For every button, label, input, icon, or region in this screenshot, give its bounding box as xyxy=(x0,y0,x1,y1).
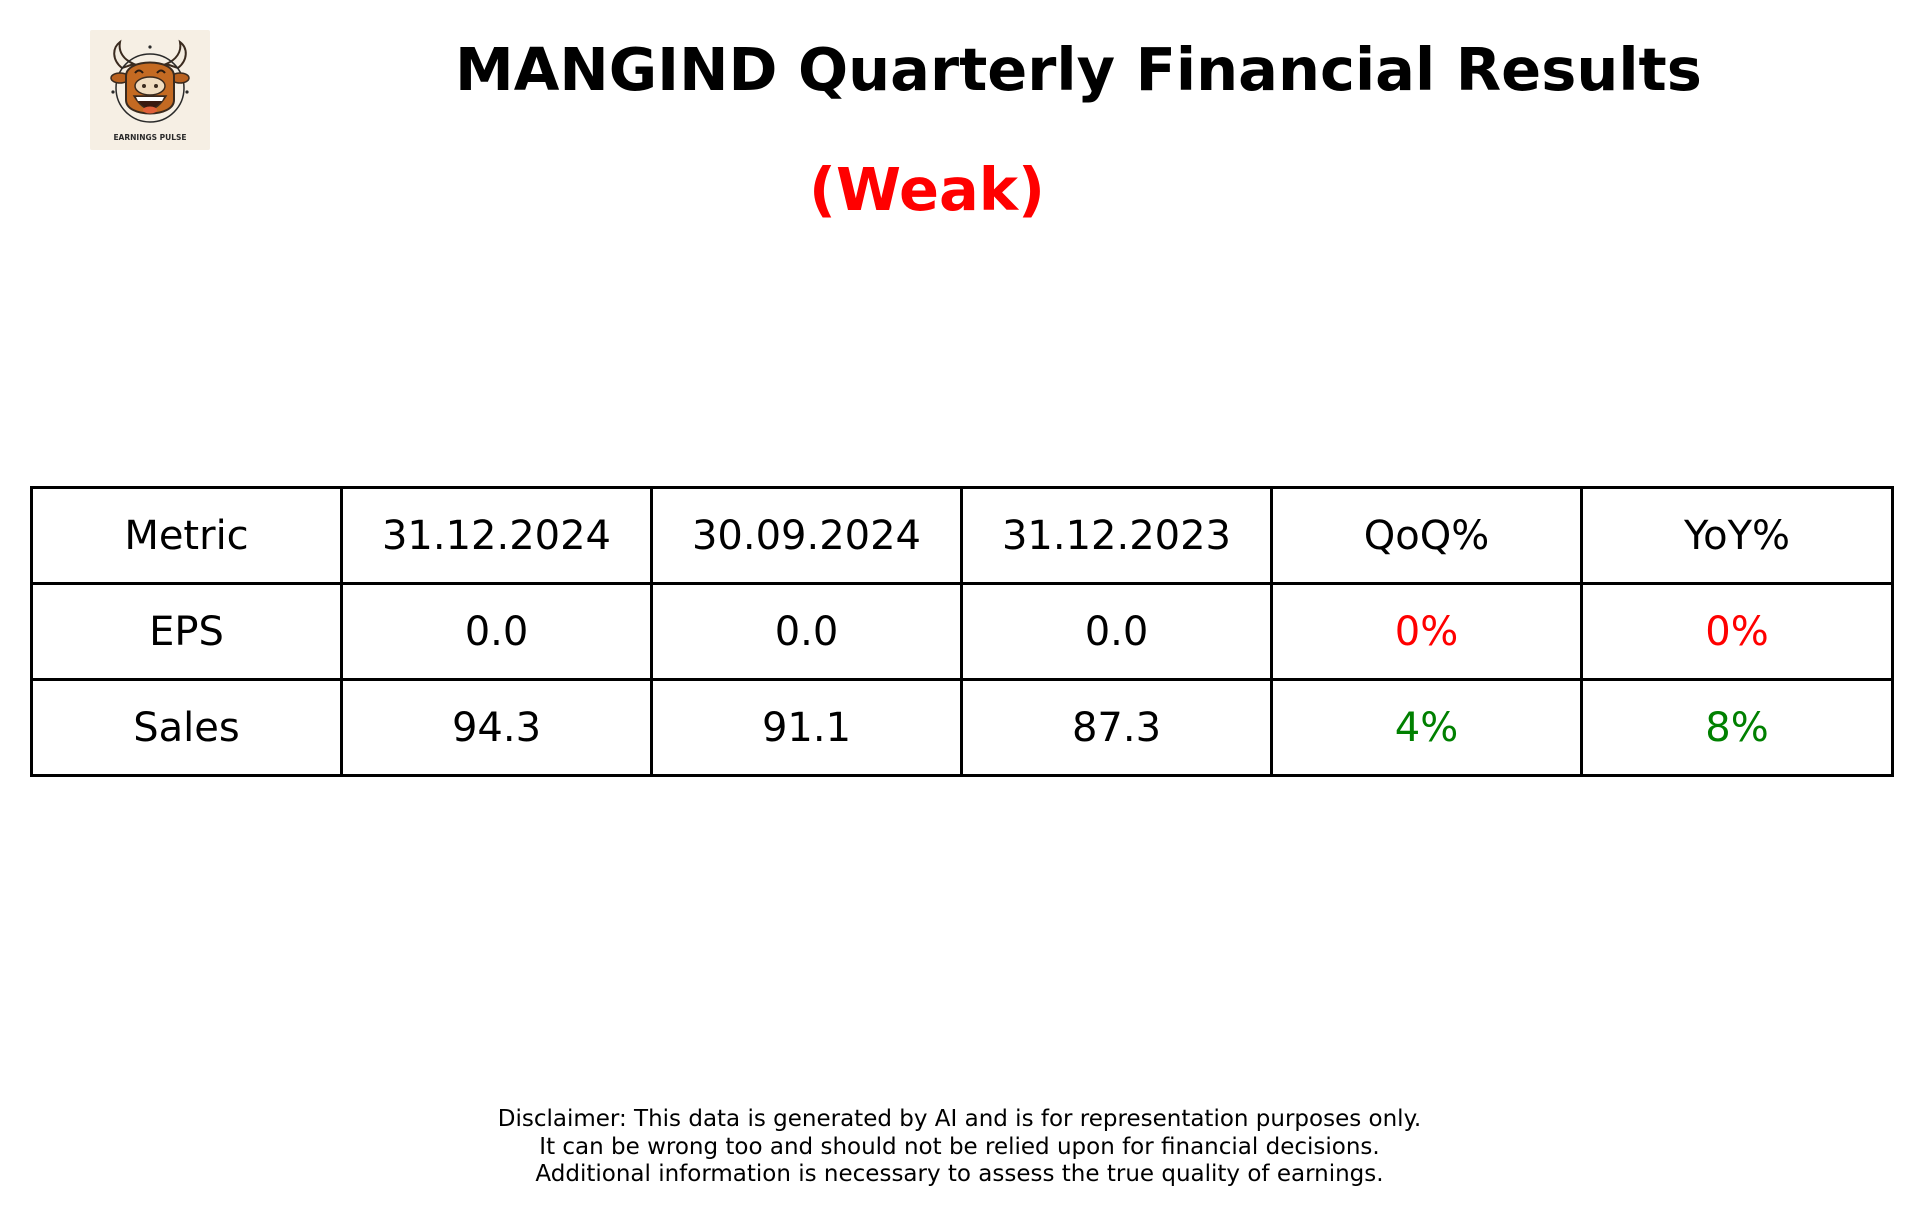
column-header-q2: 30.09.2024 xyxy=(650,486,963,585)
metric-label: EPS xyxy=(30,582,343,681)
bull-mascot-icon: EARNINGS PULSE xyxy=(110,39,190,142)
metric-label: Sales xyxy=(30,678,343,777)
disclaimer-line: Disclaimer: This data is generated by AI… xyxy=(497,1106,1422,1132)
qoq-change-cell: 4% xyxy=(1270,678,1583,777)
value-cell: 94.3 xyxy=(340,678,653,777)
value-cell: 0.0 xyxy=(960,582,1273,681)
financial-results-table: Metric 31.12.2024 30.09.2024 31.12.2023 … xyxy=(30,486,1894,777)
value-cell: 87.3 xyxy=(960,678,1273,777)
yoy-change-cell: 8% xyxy=(1580,678,1894,777)
column-header-q1: 31.12.2024 xyxy=(340,486,653,585)
page-title: MANGIND Quarterly Financial Results xyxy=(455,35,1702,104)
column-header-metric: Metric xyxy=(30,486,343,585)
qoq-change-cell: 0% xyxy=(1270,582,1583,681)
value-cell: 0.0 xyxy=(340,582,653,681)
value-cell: 91.1 xyxy=(650,678,963,777)
disclaimer-line: It can be wrong too and should not be re… xyxy=(539,1133,1380,1160)
column-header-qoq: QoQ% xyxy=(1270,486,1583,585)
earnings-pulse-logo: EARNINGS PULSE xyxy=(90,30,210,150)
column-header-yoy: YoY% xyxy=(1580,486,1894,585)
table-row: EPS 0.0 0.0 0.0 0% 0% xyxy=(30,582,1894,681)
value-cell: 0.0 xyxy=(650,582,963,681)
table-row: Sales 94.3 91.1 87.3 4% 8% xyxy=(30,678,1894,777)
disclaimer-line: Additional information is necessary to a… xyxy=(535,1161,1384,1187)
verdict-badge: (Weak) xyxy=(809,155,1045,224)
disclaimer: Disclaimer: This data is generated by AI… xyxy=(0,1106,1919,1189)
column-header-q3: 31.12.2023 xyxy=(960,486,1273,585)
svg-text:EARNINGS PULSE: EARNINGS PULSE xyxy=(113,133,186,142)
yoy-change-cell: 0% xyxy=(1580,582,1894,681)
table-header-row: Metric 31.12.2024 30.09.2024 31.12.2023 … xyxy=(30,486,1894,585)
